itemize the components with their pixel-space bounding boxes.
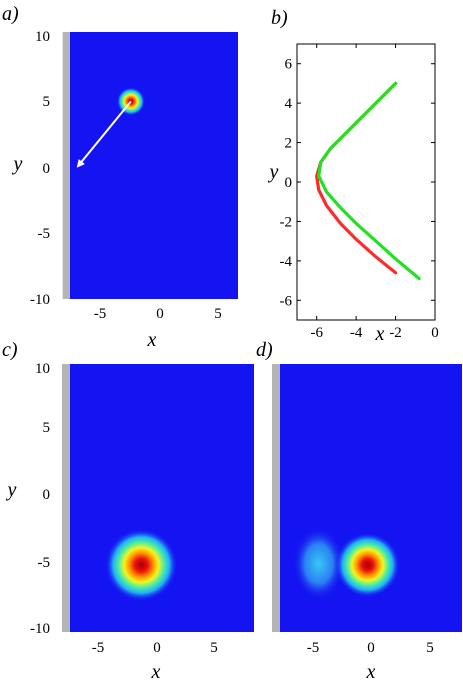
panel-c-wall <box>61 364 70 632</box>
panel-b-x-tick-label: -6 <box>310 325 323 341</box>
panel-b-x-tick-label: 0 <box>431 325 439 341</box>
panel-b-label: b) <box>271 7 288 29</box>
panel-b-lines <box>315 81 421 281</box>
panel-c-y-tick-label: -5 <box>38 555 51 571</box>
panel-d-x-tick-label: -5 <box>307 640 320 656</box>
panel-b-xlabel: x <box>375 323 385 345</box>
panel-d-blob <box>335 532 401 598</box>
panel-a-x-tick-label: 5 <box>214 306 222 322</box>
panel-a-ticks: -5 0 5 10 5 0 -5 -10 <box>30 29 222 322</box>
panel-d-plot-area <box>272 364 462 632</box>
panel-c-y-tick-label: 5 <box>43 420 51 436</box>
panel-a: a) -5 0 5 10 5 0 -5 -10 x y <box>2 3 238 351</box>
panel-c-blob <box>105 528 178 602</box>
panel-b-series-green <box>317 81 421 281</box>
panel-c-ylabel: y <box>6 479 17 501</box>
panel-b: b) -6 -4 -2 0 6 4 2 0 -2 -4 -6 x y <box>268 7 439 345</box>
panel-a-wall <box>62 32 70 299</box>
panel-b-y-tick-label: 2 <box>285 136 293 152</box>
panel-d-label: d) <box>256 339 273 361</box>
panel-b-y-tick-label: -4 <box>280 254 293 270</box>
panel-d: d) -5 0 5 x <box>256 339 462 683</box>
panel-b-ylabel: y <box>268 161 279 183</box>
panel-a-ylabel: y <box>12 153 23 175</box>
panel-b-x-tick-label: -4 <box>350 325 363 341</box>
panel-c-y-tick-label: -10 <box>30 621 50 637</box>
panel-d-tail <box>293 527 345 600</box>
panel-a-y-tick-label: -5 <box>38 226 51 242</box>
panel-a-x-tick-label: 0 <box>156 306 164 322</box>
panel-c-x-tick-label: -5 <box>92 640 105 656</box>
panel-b-y-tick-label: 0 <box>285 175 293 191</box>
panel-a-x-tick-label: -5 <box>94 306 107 322</box>
panel-d-wall <box>272 364 280 632</box>
panel-a-field <box>70 32 238 299</box>
panel-c-ticks: -5 0 5 10 5 0 -5 -10 <box>30 361 218 656</box>
panel-b-y-tick-label: 4 <box>285 96 293 112</box>
panel-d-x-tick-label: 0 <box>367 640 375 656</box>
panel-a-y-tick-label: -10 <box>30 292 50 308</box>
panel-d-x-tick-label: 5 <box>426 640 434 656</box>
panel-b-ticks: -6 -4 -2 0 6 4 2 0 -2 -4 -6 <box>280 44 439 341</box>
panel-a-y-tick-label: 5 <box>43 94 51 110</box>
panel-d-ticks: -5 0 5 <box>307 640 434 656</box>
panel-a-arrow <box>76 100 132 168</box>
panel-c: c) -5 0 5 10 5 0 -5 -10 x y <box>2 339 254 683</box>
panel-a-xlabel: x <box>147 329 157 351</box>
panel-c-x-tick-label: 0 <box>153 640 161 656</box>
panel-b-x-tick-label: -2 <box>389 325 402 341</box>
panel-a-plot-area <box>62 32 238 299</box>
panel-c-plot-area <box>61 364 254 632</box>
panel-c-xlabel: x <box>151 661 161 683</box>
panel-c-x-tick-label: 5 <box>210 640 218 656</box>
panel-b-y-tick-label: -2 <box>280 214 293 230</box>
panel-c-label: c) <box>2 339 18 361</box>
panel-b-y-tick-label: 6 <box>285 57 293 73</box>
panel-a-label: a) <box>2 3 19 25</box>
panel-b-y-tick-label: -6 <box>280 293 293 309</box>
panel-c-y-tick-label: 10 <box>35 361 50 377</box>
panel-a-y-tick-label: 10 <box>35 29 50 45</box>
panel-c-y-tick-label: 0 <box>43 487 51 503</box>
panel-d-xlabel: x <box>366 661 376 683</box>
panel-a-y-tick-label: 0 <box>43 161 51 177</box>
